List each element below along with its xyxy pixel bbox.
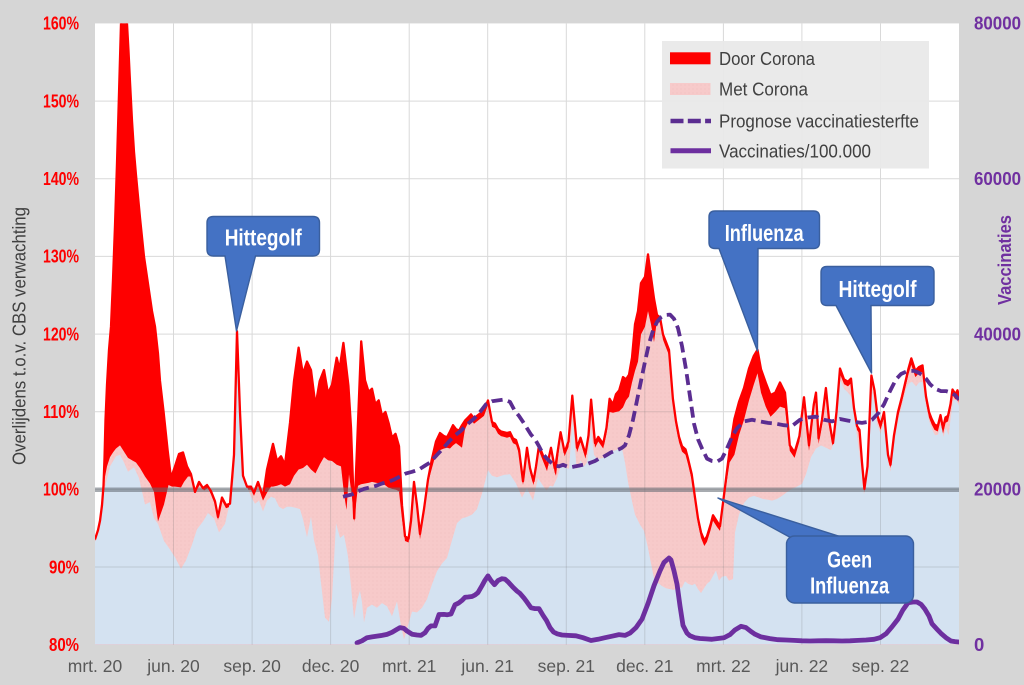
svg-text:150%: 150% bbox=[43, 91, 79, 111]
svg-text:Influenza: Influenza bbox=[725, 220, 804, 246]
svg-text:dec. 21: dec. 21 bbox=[616, 656, 673, 676]
svg-text:mrt. 21: mrt. 21 bbox=[382, 656, 436, 676]
svg-text:Door Corona: Door Corona bbox=[719, 49, 816, 69]
svg-text:120%: 120% bbox=[43, 324, 79, 344]
svg-text:Vaccinaties/100.000: Vaccinaties/100.000 bbox=[719, 142, 871, 162]
svg-text:sep. 20: sep. 20 bbox=[223, 656, 281, 676]
svg-text:Overlijdens t.o.v. CBS verwach: Overlijdens t.o.v. CBS verwachting bbox=[10, 207, 30, 465]
svg-text:160%: 160% bbox=[43, 14, 79, 34]
svg-text:Hittegolf: Hittegolf bbox=[225, 225, 302, 251]
svg-text:jun. 22: jun. 22 bbox=[775, 656, 829, 676]
svg-text:Met Corona: Met Corona bbox=[719, 80, 809, 100]
svg-text:0: 0 bbox=[974, 634, 984, 655]
svg-text:Influenza: Influenza bbox=[810, 572, 889, 598]
svg-text:130%: 130% bbox=[43, 247, 79, 267]
svg-text:100%: 100% bbox=[43, 480, 79, 500]
svg-text:60000: 60000 bbox=[974, 168, 1021, 189]
svg-text:dec. 20: dec. 20 bbox=[302, 656, 360, 676]
svg-text:20000: 20000 bbox=[974, 479, 1021, 500]
svg-text:jun. 21: jun. 21 bbox=[460, 656, 514, 676]
svg-text:80%: 80% bbox=[49, 635, 79, 655]
svg-text:mrt. 22: mrt. 22 bbox=[696, 656, 750, 676]
svg-text:sep. 22: sep. 22 bbox=[852, 656, 909, 676]
svg-text:110%: 110% bbox=[43, 402, 79, 422]
svg-text:80000: 80000 bbox=[974, 13, 1021, 34]
svg-text:mrt. 20: mrt. 20 bbox=[68, 656, 123, 676]
svg-text:40000: 40000 bbox=[974, 323, 1021, 344]
svg-text:Prognose vaccinatiesterfte: Prognose vaccinatiesterfte bbox=[719, 112, 919, 132]
svg-text:140%: 140% bbox=[43, 169, 79, 189]
svg-text:Vaccinaties: Vaccinaties bbox=[994, 215, 1015, 305]
svg-text:jun. 20: jun. 20 bbox=[146, 656, 200, 676]
svg-text:Hittegolf: Hittegolf bbox=[839, 276, 917, 302]
svg-text:Geen: Geen bbox=[827, 547, 872, 573]
svg-text:sep. 21: sep. 21 bbox=[538, 656, 595, 676]
svg-text:90%: 90% bbox=[49, 557, 79, 577]
